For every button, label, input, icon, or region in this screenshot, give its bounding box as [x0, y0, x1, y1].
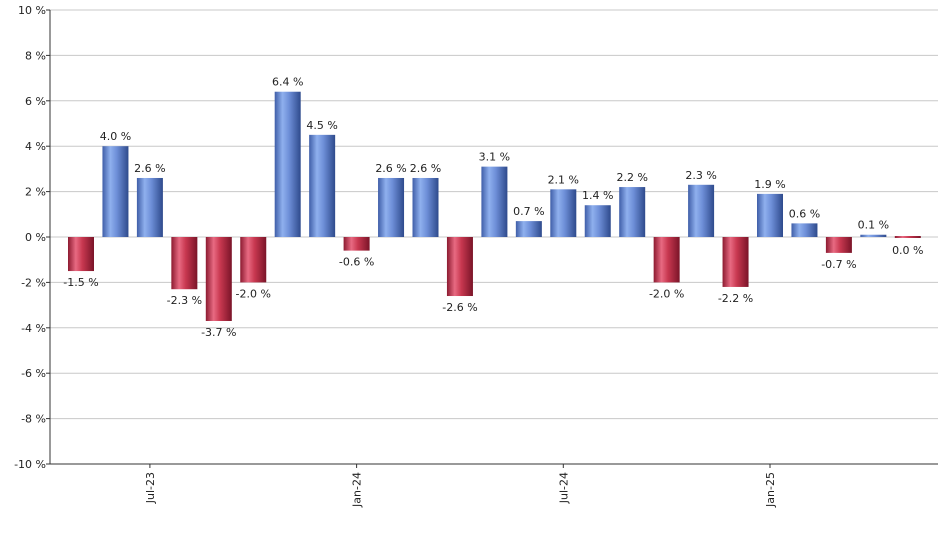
bar [446, 237, 473, 297]
bar [894, 236, 921, 238]
data-label: -2.0 % [649, 287, 684, 300]
bar [102, 146, 129, 237]
data-label: -0.7 % [821, 258, 856, 271]
bar [481, 166, 508, 237]
y-tick-label: 0 % [25, 231, 46, 244]
y-tick-label: -2 % [21, 276, 46, 289]
data-label: 0.1 % [858, 219, 889, 232]
data-label: -2.6 % [442, 301, 477, 314]
data-label: 1.4 % [582, 189, 613, 202]
y-tick-label: -8 % [21, 413, 46, 426]
data-label: 0.6 % [789, 207, 820, 220]
bar [584, 205, 611, 237]
y-tick-label: -6 % [21, 367, 46, 380]
data-label: 2.6 % [410, 162, 441, 175]
x-tick-label: Jul-23 [144, 472, 157, 504]
y-tick-label: 10 % [18, 4, 46, 17]
data-label: -3.7 % [201, 326, 236, 339]
bar [791, 223, 818, 237]
y-tick-label: -4 % [21, 322, 46, 335]
y-tick-label: 4 % [25, 140, 46, 153]
x-tick-label: Jan-25 [764, 472, 777, 508]
data-label: 1.9 % [754, 178, 785, 191]
axes: -10 % -8 % -6 % -4 % -2 % 0 % 2 % 4 % 6 % 8 % 10 %… [14, 4, 938, 508]
bar [412, 177, 439, 237]
y-tick-label: 2 % [25, 186, 46, 199]
bar [860, 234, 887, 237]
bar [274, 91, 301, 237]
bars [68, 91, 921, 321]
x-tick-label: Jan-24 [351, 472, 364, 508]
data-label: 2.3 % [685, 169, 716, 182]
data-label: 2.6 % [134, 162, 165, 175]
bar [619, 187, 646, 237]
data-label: -2.0 % [236, 287, 271, 300]
data-label: 3.1 % [479, 151, 510, 164]
data-label: 4.0 % [100, 130, 131, 143]
bar [688, 184, 715, 237]
bar [653, 237, 680, 283]
bar [550, 189, 577, 237]
bar [68, 237, 94, 272]
data-label: 0.0 % [892, 244, 923, 257]
data-label: -2.2 % [718, 292, 753, 305]
bar [343, 237, 370, 251]
data-label: 4.5 % [306, 119, 337, 132]
data-label: -2.3 % [167, 294, 202, 307]
y-tick-label: 8 % [25, 49, 46, 62]
x-tick-label: Jul-24 [557, 472, 570, 504]
bar [378, 177, 405, 237]
data-labels: -1.5 % 4.0 % 2.6 % -2.3 % -3.7 % -2.0 % 6.4 % 4… [63, 76, 923, 339]
bar [722, 237, 749, 287]
data-label: 6.4 % [272, 76, 303, 89]
data-label: 2.1 % [548, 173, 579, 186]
bar [825, 237, 852, 253]
bar [171, 237, 198, 290]
bar [309, 134, 336, 237]
data-label: 2.2 % [616, 171, 647, 184]
data-label: 2.6 % [375, 162, 406, 175]
y-tick-label: 6 % [25, 95, 46, 108]
data-label: -1.5 % [63, 276, 98, 289]
bar [515, 221, 542, 237]
bar [240, 237, 267, 283]
data-label: -0.6 % [339, 256, 374, 269]
bar [136, 177, 163, 237]
data-label: 0.7 % [513, 205, 544, 218]
bar [205, 237, 232, 321]
y-tick-label: -10 % [14, 458, 46, 471]
bar [757, 193, 783, 237]
